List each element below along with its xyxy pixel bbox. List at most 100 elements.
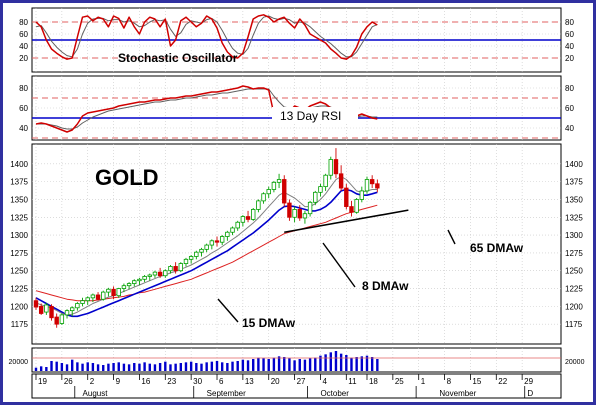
- volume-bar: [133, 363, 136, 371]
- price-y-tick-label-left: 1175: [11, 320, 29, 329]
- volume-bar: [200, 363, 203, 371]
- candle-down: [245, 216, 251, 220]
- rsi-y-tick-label-left: 40: [19, 124, 28, 133]
- candle-down: [338, 173, 344, 189]
- volume-bar: [39, 366, 43, 371]
- volume-bar: [236, 361, 239, 371]
- candle-up: [188, 256, 194, 260]
- price-y-tick-label-right: 1350: [565, 195, 583, 204]
- candle-up: [266, 189, 271, 195]
- rsi-y-tick-label-right: 40: [565, 124, 574, 133]
- support-trendline: [284, 209, 409, 234]
- candle-down: [333, 159, 339, 175]
- candle-down: [287, 202, 292, 218]
- volume-bar: [102, 365, 105, 371]
- price-title: GOLD: [95, 165, 159, 190]
- day-tick-label: 16: [141, 377, 150, 386]
- price-y-tick-label-right: 1225: [565, 285, 583, 294]
- candlesticks: [33, 148, 380, 328]
- stochastic-y-tick-label-right: 80: [565, 18, 574, 27]
- candle-up: [147, 274, 152, 277]
- volume-bar: [86, 362, 89, 371]
- stochastic-y-tick-label-right: 20: [565, 54, 574, 63]
- volume-bar: [138, 363, 141, 371]
- price-y-tick-label-left: 1200: [10, 302, 28, 311]
- day-tick-label: 26: [64, 377, 73, 386]
- candle-down: [375, 183, 380, 189]
- volume-bar: [195, 363, 198, 371]
- day-tick-label: 20: [271, 377, 280, 386]
- volume-bar: [210, 361, 214, 371]
- candle-up: [64, 310, 70, 316]
- candle-up: [307, 201, 313, 215]
- ma-8-line: [35, 176, 378, 316]
- day-tick-label: 6: [219, 377, 224, 386]
- candle-up: [354, 199, 359, 213]
- candle-up: [256, 200, 261, 210]
- volume-bar: [246, 360, 250, 371]
- volume-bar: [117, 362, 120, 371]
- candle-up: [183, 258, 189, 265]
- volume-bar: [319, 355, 322, 371]
- candle-up: [85, 297, 90, 302]
- candle-up: [80, 300, 85, 304]
- volume-bar: [355, 357, 358, 371]
- candle-down: [33, 300, 39, 308]
- candle-up: [70, 307, 75, 312]
- day-tick-label: 8: [447, 377, 452, 386]
- candle-up: [235, 221, 240, 229]
- ma-15-line: [35, 188, 378, 318]
- candle-up: [251, 209, 256, 220]
- volume-bar: [350, 357, 353, 371]
- candle-up: [204, 244, 209, 250]
- rsi-average-line: [36, 88, 378, 130]
- volume-y-tick-label-left: 20000: [9, 359, 29, 366]
- price-panel: [31, 143, 562, 345]
- ma-15-label: 15 DMAw: [242, 316, 296, 330]
- candle-down: [214, 240, 220, 243]
- volume-bar: [231, 361, 234, 371]
- price-y-tick-label-right: 1200: [565, 302, 583, 311]
- candle-down: [95, 294, 101, 300]
- candle-up: [359, 190, 365, 200]
- day-tick-label: 22: [498, 377, 507, 386]
- volume-bar: [107, 363, 110, 371]
- candle-up: [230, 227, 235, 233]
- volume-bar: [143, 362, 146, 371]
- volume-bar: [370, 357, 374, 371]
- volume-bar: [324, 354, 327, 371]
- candle-up: [163, 270, 168, 277]
- volume-bar: [241, 359, 245, 371]
- candle-down: [54, 316, 59, 325]
- volume-bar: [345, 355, 348, 371]
- day-tick-label: 15: [472, 377, 481, 386]
- rsi-title: 13 Day RSI: [280, 109, 341, 123]
- price-y-tick-label-right: 1175: [565, 320, 583, 329]
- volume-bar: [288, 358, 291, 371]
- candle-up: [44, 304, 49, 313]
- volume-bar: [365, 355, 369, 371]
- price-y-tick-label-left: 1250: [10, 267, 28, 276]
- rsi-y-tick-label-right: 60: [565, 104, 574, 113]
- candle-up: [59, 314, 65, 324]
- volume-bar: [34, 367, 38, 371]
- day-tick-label: 2: [90, 377, 95, 386]
- volume-bar: [50, 361, 53, 371]
- volume-panel: [31, 347, 562, 373]
- rsi-line: [35, 85, 378, 133]
- stochastic-y-tick-label-right: 40: [565, 42, 574, 51]
- volume-bar: [252, 359, 255, 371]
- candle-down: [38, 305, 44, 314]
- candle-up: [194, 251, 199, 257]
- candle-up: [240, 216, 246, 223]
- candle-up: [302, 213, 308, 219]
- volume-bar: [205, 362, 208, 371]
- candle-up: [364, 179, 370, 192]
- price-y-tick-label-right: 1275: [565, 249, 583, 258]
- stochastic-title: Stochastic Oscillator: [118, 51, 238, 65]
- stochastic-k-line: [35, 14, 378, 60]
- candle-up: [152, 271, 158, 276]
- candle-down: [49, 305, 54, 319]
- day-tick-label: 19: [38, 377, 47, 386]
